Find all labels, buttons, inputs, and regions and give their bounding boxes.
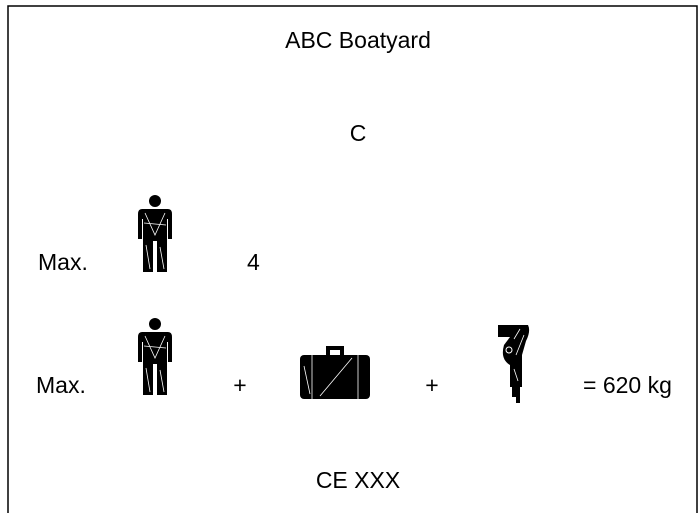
person-icon xyxy=(138,195,172,272)
max-load-total: = 620 kg xyxy=(583,372,672,398)
max-label: Max. xyxy=(38,249,88,275)
plate-border xyxy=(7,5,698,513)
luggage-icon xyxy=(300,346,370,399)
plus-sign: + xyxy=(425,372,438,398)
max-label: Max. xyxy=(36,372,86,398)
plus-sign: + xyxy=(233,372,246,398)
design-category: C xyxy=(350,120,367,146)
outboard-motor-icon xyxy=(498,325,530,403)
title: ABC Boatyard xyxy=(285,27,431,53)
max-persons-value: 4 xyxy=(247,249,260,275)
ce-mark: CE XXX xyxy=(316,467,400,493)
person-icon xyxy=(138,318,172,395)
